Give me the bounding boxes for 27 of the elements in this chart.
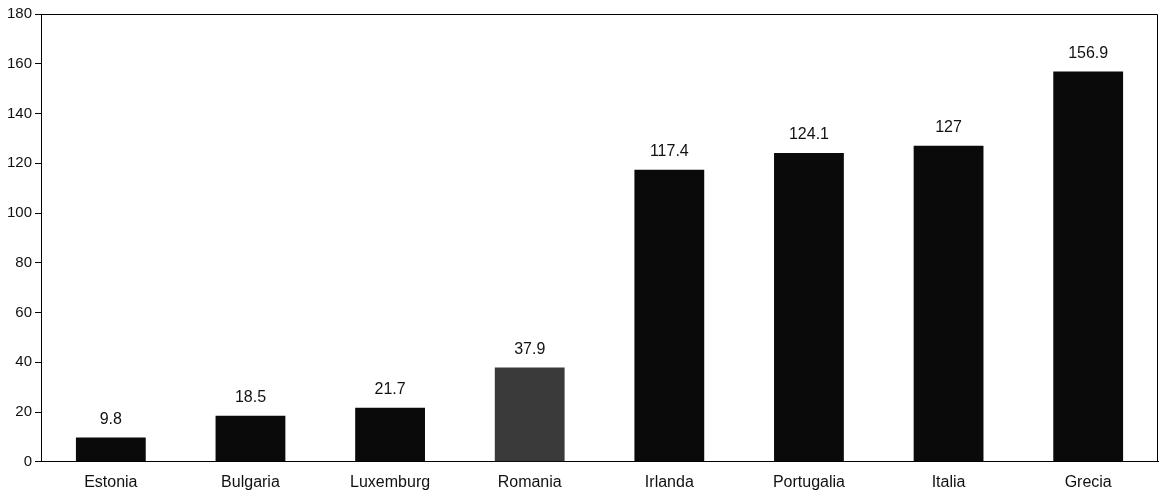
bar xyxy=(494,367,565,462)
x-tick-label: Italia xyxy=(931,472,966,490)
data-label: 117.4 xyxy=(649,142,689,160)
x-tick-label: Grecia xyxy=(1064,472,1112,490)
y-tick-label: 20 xyxy=(15,402,33,420)
y-tick-label: 100 xyxy=(7,203,33,221)
x-tick-label: Portugalia xyxy=(772,472,846,490)
data-label: 124.1 xyxy=(788,125,830,143)
data-label: 156.9 xyxy=(1068,43,1109,61)
y-tick-label: 120 xyxy=(7,153,33,171)
data-label: 37.9 xyxy=(514,339,546,357)
x-tick-label: Estonia xyxy=(84,472,138,490)
y-tick-label: 40 xyxy=(15,352,33,370)
x-tick-label: Romania xyxy=(497,472,562,490)
x-tick-label: Bulgaria xyxy=(221,472,280,490)
y-tick-label: 140 xyxy=(7,103,33,121)
data-label: 18.5 xyxy=(234,388,267,406)
y-tick-label: 0 xyxy=(23,451,33,469)
y-tick-label: 60 xyxy=(15,302,33,320)
data-label: 21.7 xyxy=(374,380,406,398)
y-tick-label: 80 xyxy=(15,252,33,270)
data-label: 127 xyxy=(935,118,963,136)
y-tick-label: 160 xyxy=(7,53,33,71)
x-tick-label: Irlanda xyxy=(644,472,694,490)
y-tick-label: 180 xyxy=(7,4,33,22)
x-tick-label: Luxemburg xyxy=(350,472,431,490)
data-label: 9.8 xyxy=(99,409,123,427)
